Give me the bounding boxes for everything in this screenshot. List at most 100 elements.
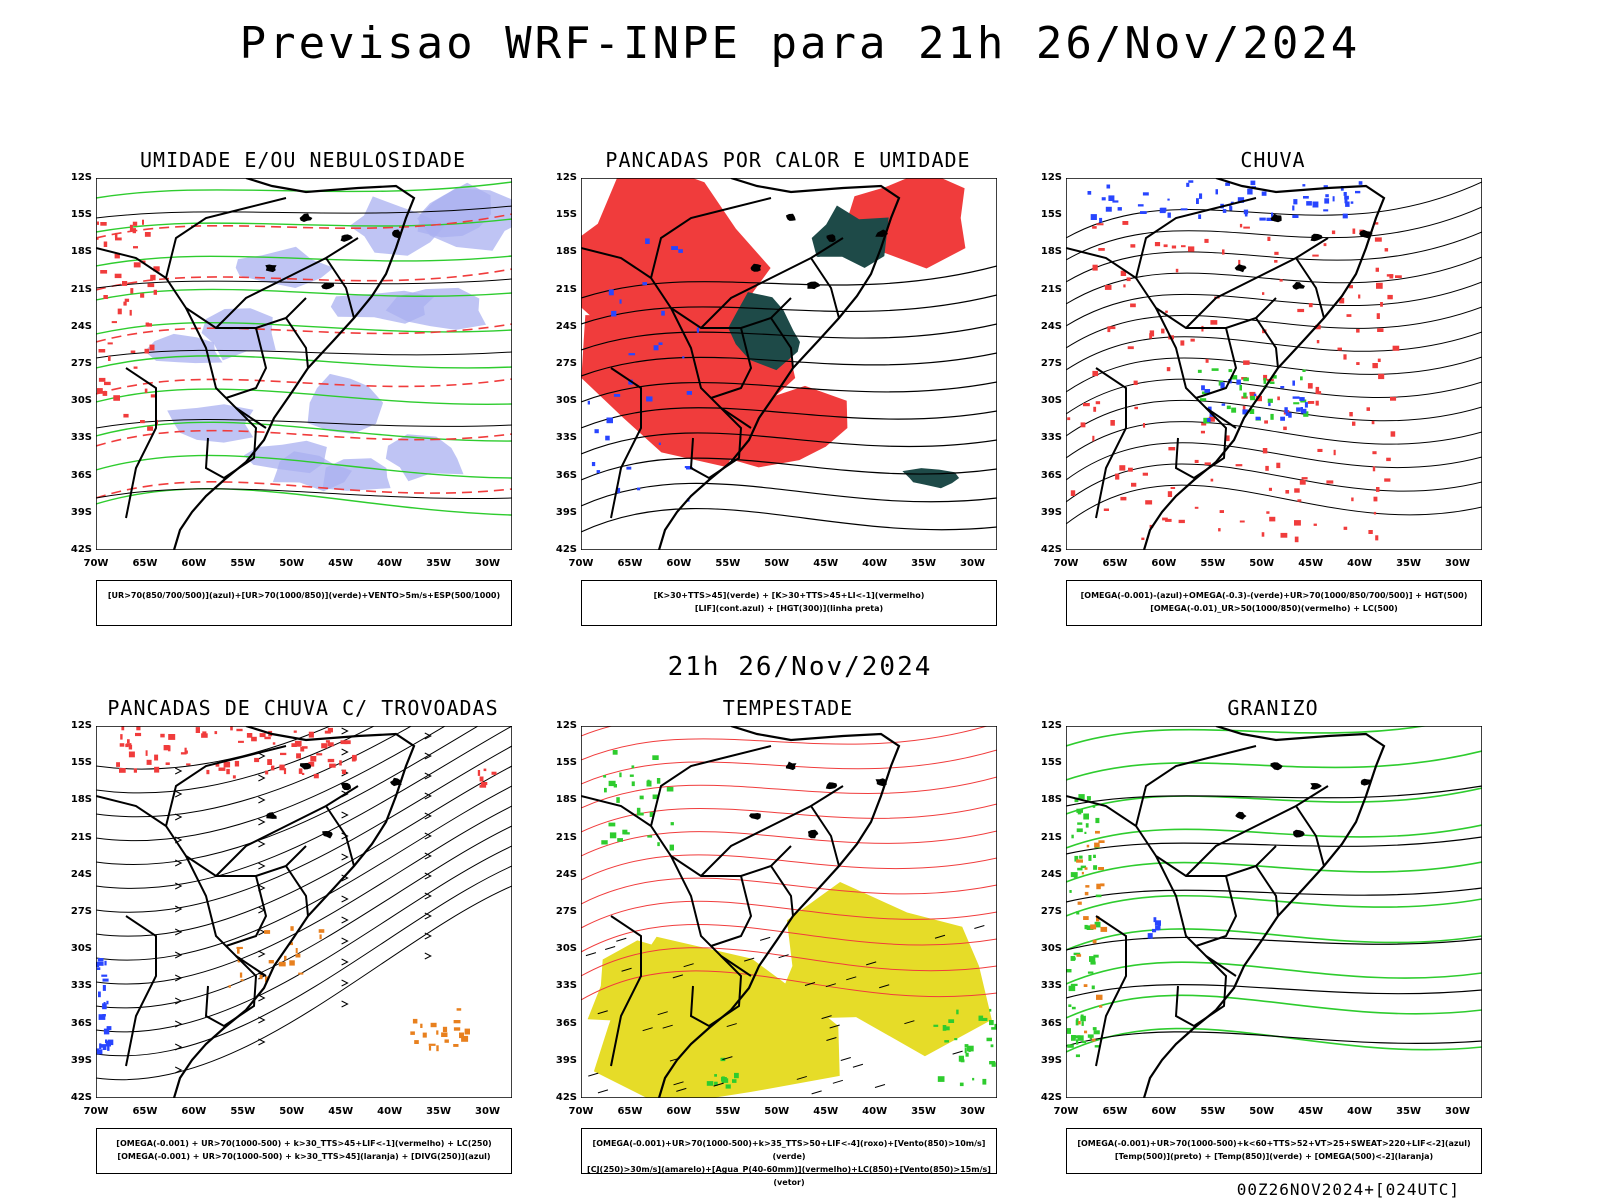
wind-field-dot	[612, 750, 618, 755]
thunderstorm-dot	[136, 726, 141, 731]
omega-dot	[1355, 190, 1361, 194]
omega-dot	[1242, 409, 1248, 415]
jet-stream-area	[587, 940, 719, 1037]
longitude-label: 35W	[1396, 558, 1422, 569]
omega-dot	[1084, 867, 1088, 870]
humidity-contour	[96, 255, 512, 267]
thunderstorm-dot	[325, 740, 330, 743]
coastline	[657, 178, 901, 550]
wind-field-dot	[647, 835, 653, 838]
lake-shape	[1310, 233, 1323, 242]
omega-dot	[1198, 214, 1202, 219]
rain-dot	[1181, 245, 1186, 248]
field-dot	[114, 232, 118, 238]
thunderstorm-dot	[321, 743, 328, 749]
field-dot	[1087, 971, 1094, 974]
field-dot	[1089, 956, 1096, 962]
rain-dot	[1188, 246, 1195, 252]
temp500-contour	[1066, 887, 1482, 903]
wind-field-dot	[937, 1076, 945, 1082]
country-border	[1174, 955, 1228, 1028]
map-canvas	[96, 726, 512, 1098]
longitude-label: 30W	[960, 558, 985, 569]
wind-vector-icon	[597, 1089, 609, 1094]
latitude-label: 24S	[70, 320, 92, 332]
legend-line: [K>30+TTS>45](verde) + [K>30+TTS>45+LI<-…	[653, 591, 925, 600]
latitude-label: 42S	[555, 544, 577, 555]
field-dot	[144, 232, 151, 237]
latitude-label: 15S	[555, 757, 577, 769]
storm-dot	[436, 1045, 439, 1052]
rain-dot	[1115, 473, 1120, 480]
field-dot	[129, 224, 133, 231]
thunderstorm-dot	[481, 782, 488, 786]
height-contour	[581, 381, 997, 403]
humidity-area	[385, 434, 464, 482]
storm-dot	[268, 960, 274, 964]
panel-title: TEMPESTADE	[722, 696, 854, 720]
wind-vector-icon	[934, 934, 946, 939]
longitude-label: 55W	[715, 558, 741, 569]
longitude-label: 65W	[617, 1106, 643, 1117]
country-border	[1195, 327, 1238, 399]
rain-dot	[1392, 345, 1400, 351]
storm-dot	[237, 948, 240, 954]
omega-strong-dot	[1197, 369, 1202, 373]
wind-field-dot	[603, 775, 607, 778]
rain-dot	[1348, 285, 1353, 289]
latitude-label: 42S	[555, 1092, 577, 1103]
longitude-label: 30W	[475, 1106, 500, 1117]
field-dot	[1070, 983, 1078, 986]
rain-dot	[1141, 537, 1145, 540]
lake-shape	[875, 229, 888, 237]
thunderstorm-dot	[234, 760, 240, 767]
rain-dot	[1226, 435, 1230, 442]
wind-arrow-icon	[424, 812, 432, 820]
thunderstorm-dot	[195, 727, 200, 733]
thunderstorm-dot	[477, 770, 481, 776]
field-dot	[1075, 1019, 1079, 1026]
field-dot	[1084, 924, 1088, 930]
temp850-contour	[1066, 726, 1429, 747]
omega-dot	[1250, 180, 1256, 186]
omega-dot	[1323, 209, 1329, 212]
map-layers	[1066, 178, 1482, 550]
wind-arrow-icon	[174, 790, 183, 798]
thunderstorm-dot	[186, 763, 191, 766]
wind-arrow-icon	[258, 994, 266, 1002]
country-border	[650, 197, 772, 279]
legend-line: [OMEGA(-0.01)_UR>50(1000/850)(vermelho) …	[1150, 604, 1398, 613]
country-border	[1135, 745, 1257, 827]
omega-dot	[1306, 201, 1312, 206]
wind-arrow-icon	[424, 872, 432, 880]
field-dot	[132, 228, 136, 234]
wind-vector-icon	[804, 982, 816, 986]
rain-dot	[1204, 462, 1211, 465]
latitude-label: 18S	[555, 246, 577, 258]
country-border	[610, 367, 642, 519]
rain-dot	[1366, 407, 1370, 411]
rain-dot	[1356, 362, 1360, 365]
field-dot	[147, 283, 155, 288]
rain-dot	[1368, 530, 1373, 534]
wind-vector-icon	[642, 1027, 653, 1032]
wind-field-dot	[944, 1040, 949, 1043]
thunderstorm-dot	[133, 768, 137, 773]
longitude-label: 50W	[279, 558, 305, 569]
wind-field-dot	[622, 829, 628, 835]
humidity-area	[385, 287, 486, 330]
thickness-contour	[96, 213, 512, 239]
longitude-label: 60W	[1151, 558, 1177, 569]
omega-strong-dot	[1211, 368, 1219, 371]
legend-line: [LIF](cont.azul) + [HGT(300)](linha pret…	[694, 604, 884, 613]
wind-field-dot	[670, 822, 674, 826]
omega-dot	[1117, 207, 1122, 211]
rain-dot	[1274, 260, 1278, 263]
streamline	[96, 726, 447, 842]
longitude-label: 55W	[1200, 558, 1226, 569]
storm-dot	[240, 979, 244, 982]
lif-dot	[684, 466, 691, 469]
wind-vector-icon	[657, 1011, 668, 1016]
rain-dot	[1387, 294, 1393, 300]
thunderstorm-dot	[301, 772, 305, 775]
